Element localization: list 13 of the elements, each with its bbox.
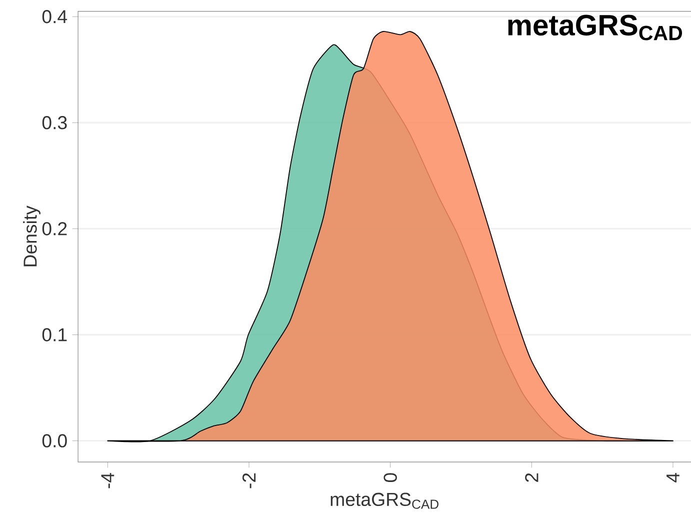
y-tick-label: 0.2 xyxy=(42,222,67,236)
x-axis-title: metaGRS$_{CAD}$ xyxy=(330,492,438,509)
chart-title: metaGRS$_{CAD}$ xyxy=(508,14,682,40)
x-tick-label: 4 xyxy=(666,472,680,482)
x-tick-label: -2 xyxy=(242,473,256,488)
y-tick-label: 0.4 xyxy=(42,10,68,24)
y-tick-label: 0.1 xyxy=(42,328,67,342)
y-tick-label: 0.0 xyxy=(42,434,67,448)
y-axis-title: Density xyxy=(23,206,40,266)
x-tick-label: 2 xyxy=(525,473,538,482)
y-tick-label: 0.3 xyxy=(42,116,67,130)
x-tick-label: 0 xyxy=(384,473,397,482)
x-tick-label: -4 xyxy=(101,472,114,488)
